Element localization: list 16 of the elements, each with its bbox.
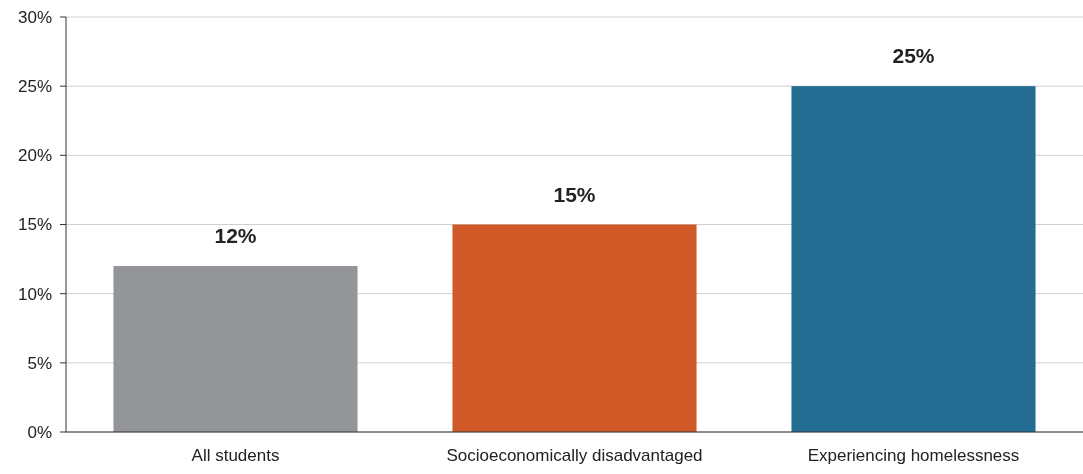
y-tick-label: 5% bbox=[27, 353, 52, 373]
bar bbox=[113, 266, 358, 432]
data-label: 12% bbox=[214, 224, 257, 247]
x-tick-label: All students bbox=[191, 446, 280, 465]
data-label: 25% bbox=[892, 44, 935, 68]
bar bbox=[452, 224, 697, 432]
y-tick-label: 10% bbox=[17, 284, 52, 304]
x-tick-label: Socioeconomically disadvantaged bbox=[446, 446, 703, 465]
y-tick-label: 30% bbox=[17, 7, 52, 27]
y-tick-label: 0% bbox=[27, 422, 52, 442]
y-tick-label: 15% bbox=[17, 215, 52, 235]
bar bbox=[791, 86, 1036, 432]
data-label: 15% bbox=[553, 182, 596, 206]
x-tick-label: Experiencing homelessness bbox=[807, 446, 1020, 465]
y-tick-label: 25% bbox=[17, 77, 52, 97]
y-tick-label: 20% bbox=[17, 146, 52, 166]
